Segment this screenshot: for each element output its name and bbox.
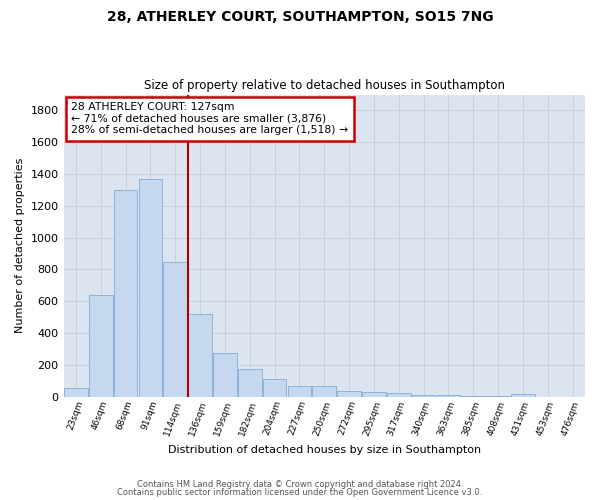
Bar <box>139 179 162 396</box>
Text: Contains public sector information licensed under the Open Government Licence v3: Contains public sector information licen… <box>118 488 482 497</box>
Bar <box>64 388 88 396</box>
Bar <box>213 353 237 397</box>
Bar <box>313 386 336 396</box>
Text: Contains HM Land Registry data © Crown copyright and database right 2024.: Contains HM Land Registry data © Crown c… <box>137 480 463 489</box>
Bar <box>238 369 262 396</box>
Bar <box>287 386 311 396</box>
Bar <box>387 394 410 396</box>
Text: 28, ATHERLEY COURT, SOUTHAMPTON, SO15 7NG: 28, ATHERLEY COURT, SOUTHAMPTON, SO15 7N… <box>107 10 493 24</box>
Y-axis label: Number of detached properties: Number of detached properties <box>15 158 25 334</box>
Bar <box>114 190 137 396</box>
Bar <box>337 391 361 396</box>
X-axis label: Distribution of detached houses by size in Southampton: Distribution of detached houses by size … <box>168 445 481 455</box>
Text: 28 ATHERLEY COURT: 127sqm
← 71% of detached houses are smaller (3,876)
28% of se: 28 ATHERLEY COURT: 127sqm ← 71% of detac… <box>71 102 349 136</box>
Bar <box>89 295 113 396</box>
Title: Size of property relative to detached houses in Southampton: Size of property relative to detached ho… <box>144 79 505 92</box>
Bar <box>362 392 386 396</box>
Bar <box>412 394 436 396</box>
Bar <box>188 314 212 396</box>
Bar <box>511 394 535 396</box>
Bar <box>163 262 187 396</box>
Bar <box>263 380 286 396</box>
